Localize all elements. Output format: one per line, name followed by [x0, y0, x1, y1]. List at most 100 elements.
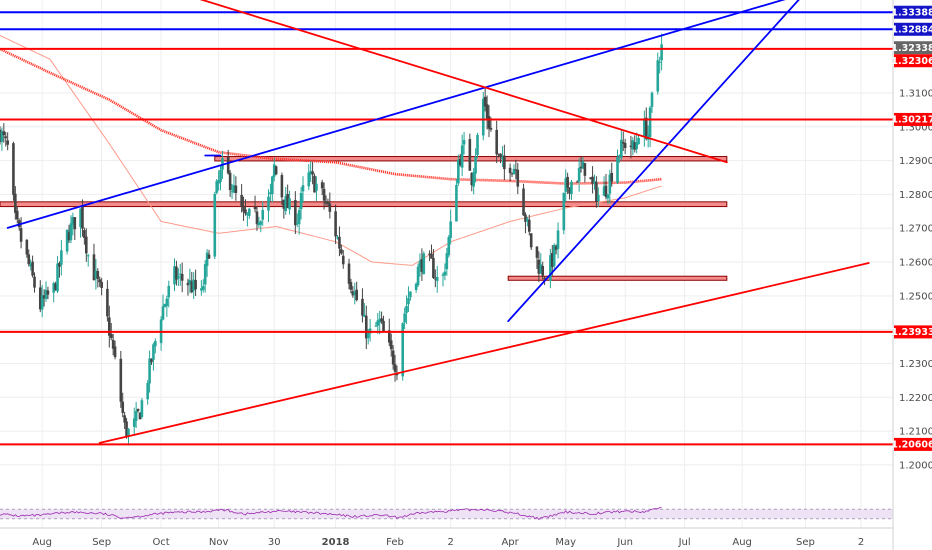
candle-body: [234, 185, 238, 193]
candle-body: [46, 290, 50, 295]
candle-body: [497, 153, 500, 155]
ma-fast-line[interactable]: [0, 35, 662, 266]
candle-body: [526, 218, 529, 222]
candle-body: [516, 169, 520, 187]
candle-body: [462, 140, 466, 145]
candle-body: [67, 232, 71, 241]
trendline[interactable]: [192, 0, 728, 164]
candle-body: [259, 221, 263, 225]
candle: [633, 135, 637, 153]
candle: [549, 249, 552, 289]
candle-body: [474, 156, 477, 174]
candle-body: [376, 320, 380, 326]
candle: [152, 342, 155, 371]
candle: [597, 187, 600, 207]
candle-body: [311, 171, 314, 175]
candle-body: [320, 182, 324, 189]
candle: [69, 215, 73, 244]
candle-body: [428, 253, 431, 255]
price-tick-label: 1.22000: [899, 393, 932, 404]
candle: [111, 333, 115, 356]
candle: [138, 411, 142, 420]
candle-body: [387, 330, 391, 343]
candle-body: [416, 266, 420, 286]
candle-body: [595, 181, 598, 202]
candle-body: [380, 318, 383, 322]
candle: [44, 281, 48, 302]
candle-body: [602, 186, 606, 196]
trendline[interactable]: [6, 0, 794, 229]
candle: [271, 175, 274, 203]
candle: [234, 176, 238, 201]
trendline[interactable]: [507, 0, 801, 323]
candle: [255, 205, 259, 231]
candle: [474, 148, 477, 183]
candle: [136, 408, 140, 413]
price-badge-label: 1.23933: [891, 327, 932, 338]
candle: [123, 411, 126, 430]
price-zone[interactable]: [507, 275, 728, 281]
candle: [242, 196, 245, 221]
candle: [86, 253, 90, 267]
candle: [25, 239, 29, 258]
candle-body: [123, 415, 126, 423]
candle: [248, 207, 251, 219]
time-tick-label: Sep: [796, 537, 815, 548]
candle-body: [403, 313, 406, 323]
candle-body: [190, 281, 194, 293]
candle-body: [336, 237, 339, 239]
candle: [230, 183, 234, 199]
price-zone[interactable]: [0, 201, 728, 208]
candle: [581, 156, 585, 169]
candle: [98, 276, 102, 288]
time-axis[interactable]: Aug Sep Oct Nov 30 2018 Feb 2 Apr May Jun Jul Aug Sep…: [32, 537, 864, 548]
candle: [257, 216, 261, 228]
candle-body: [643, 118, 646, 137]
candle-body: [510, 173, 514, 175]
time-tick-label: 2018: [322, 537, 350, 548]
candle: [286, 184, 289, 209]
candle-body: [127, 428, 130, 437]
candle: [441, 272, 445, 287]
candle-body: [650, 92, 654, 107]
candle: [297, 207, 301, 235]
candle: [253, 195, 257, 213]
candle-body: [81, 206, 84, 229]
ma-slow-line[interactable]: [0, 47, 662, 185]
candle-body: [282, 199, 286, 209]
candle-body: [483, 96, 487, 107]
candle: [568, 187, 571, 200]
candle: [261, 201, 265, 226]
candle: [259, 220, 263, 233]
candle-body: [192, 279, 195, 291]
candle-body: [228, 172, 232, 191]
candle-body: [458, 159, 462, 166]
candle: [428, 250, 431, 262]
time-tick-label: 30: [268, 537, 281, 548]
candle: [524, 212, 527, 234]
candle: [606, 193, 610, 204]
candle: [430, 244, 433, 259]
candle-body: [15, 210, 19, 220]
time-tick-label: 2: [858, 537, 864, 548]
candle: [12, 141, 15, 201]
candle-body: [353, 291, 357, 296]
trendline[interactable]: [98, 262, 870, 444]
candle-body: [489, 127, 493, 130]
candle-body: [92, 254, 96, 281]
candle: [418, 253, 422, 277]
candle: [192, 272, 195, 300]
candle-body: [549, 255, 552, 281]
candle: [4, 132, 8, 147]
candle-body: [481, 98, 485, 136]
candle: [246, 212, 249, 227]
candle-body: [200, 288, 203, 291]
time-tick-label: Jun: [616, 537, 633, 548]
candle-body: [579, 166, 583, 168]
candle-body: [161, 306, 165, 320]
candle-body: [366, 331, 370, 339]
candle: [347, 258, 351, 290]
candle: [284, 186, 288, 215]
candle: [650, 91, 654, 113]
